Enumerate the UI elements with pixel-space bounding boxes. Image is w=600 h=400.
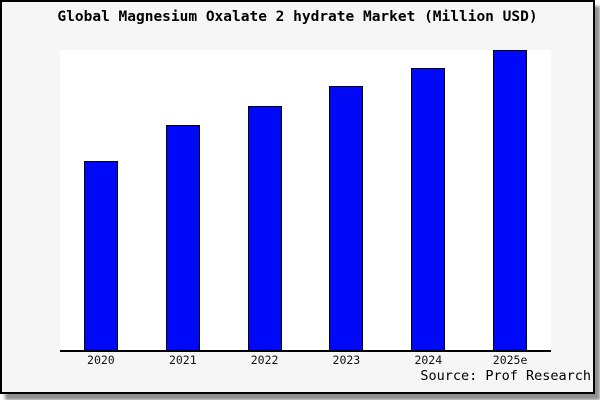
bar-2023: [329, 86, 364, 350]
x-tick-label-2024: 2024: [414, 353, 443, 367]
x-tick-label-2022: 2022: [250, 353, 279, 367]
chart-title: Global Magnesium Oxalate 2 hydrate Marke…: [57, 9, 538, 25]
plot-area: [60, 50, 551, 352]
bar-2024: [411, 68, 446, 350]
bar-2020: [83, 161, 118, 350]
chart-window: Global Magnesium Oxalate 2 hydrate Marke…: [0, 0, 595, 394]
bar-2022: [247, 106, 282, 350]
x-tick-label-2021: 2021: [168, 353, 197, 367]
x-tick-label-2020: 2020: [87, 353, 115, 367]
x-axis-labels: 2020 2021 2022 2023 2024 2025e: [2, 2, 593, 392]
source-note: Source: Prof Research: [420, 368, 591, 384]
bar-2021: [165, 125, 200, 350]
x-tick-label-2023: 2023: [332, 353, 361, 367]
x-tick-label-2025e: 2025e: [492, 353, 528, 367]
bar-2025e: [493, 50, 528, 350]
